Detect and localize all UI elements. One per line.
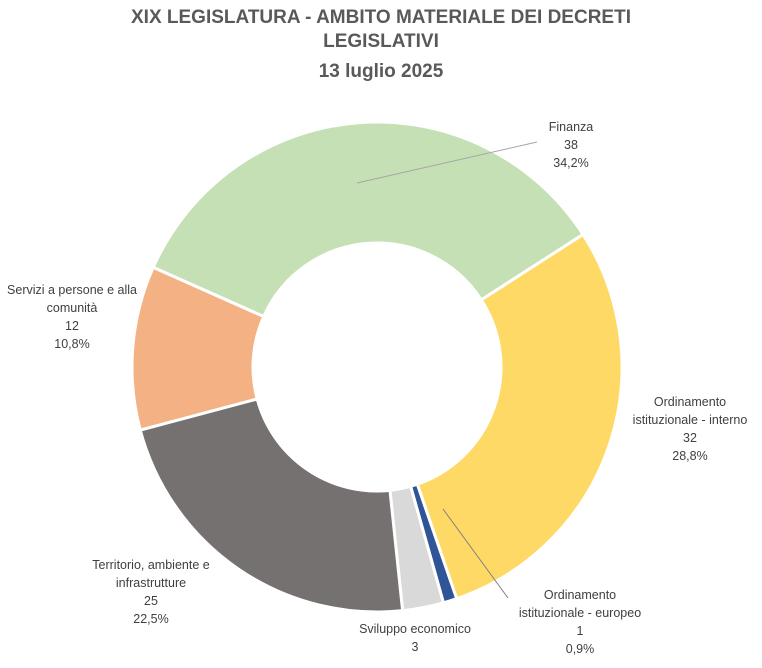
label-servizi: Servizi a persone e alla comunità 12 10,… [0, 281, 144, 353]
leader-line-finanza [356, 141, 538, 184]
leader-line-europeo [442, 508, 509, 599]
label-europeo-value: 1 [576, 624, 584, 638]
label-sviluppo: Sviluppo economico 3 [345, 620, 485, 656]
label-territorio-percent: 22,5% [133, 612, 169, 626]
slice-territorio-ambiente-e-infrastrutture [138, 397, 405, 614]
chart-title-line1: XIX LEGISLATURA - AMBITO MATERIALE DEI D… [131, 7, 631, 28]
label-sviluppo-value: 3 [411, 640, 419, 654]
slice-finanza [151, 120, 586, 319]
label-finanza-value: 38 [564, 138, 578, 152]
label-servizi-percent: 10,8% [54, 337, 90, 351]
label-europeo-percent: 0,9% [565, 642, 595, 656]
label-europeo-name2: istituzionale - europeo [518, 606, 642, 620]
label-finanza-percent: 34,2% [553, 156, 589, 170]
label-interno: Ordinamento istituzionale - interno 32 2… [615, 393, 762, 465]
label-interno-name1: Ordinamento [653, 395, 727, 409]
label-territorio: Territorio, ambiente e infrastrutture 25… [70, 556, 232, 628]
label-servizi-name1: Servizi a persone e alla [7, 283, 137, 297]
slice-servizi-a-persone-e-alla-comunit [130, 265, 266, 432]
label-servizi-name2: comunità [46, 301, 98, 315]
label-servizi-value: 12 [65, 319, 79, 333]
label-interno-percent: 28,8% [672, 449, 708, 463]
slice-ordinamento-istituzionale-interno [415, 232, 624, 601]
donut-slices [130, 120, 624, 614]
label-finanza: Finanza 38 34,2% [535, 118, 607, 172]
label-territorio-name1: Territorio, ambiente e [92, 558, 210, 572]
label-sviluppo-name: Sviluppo economico [359, 622, 471, 636]
chart-title: XIX LEGISLATURA - AMBITO MATERIALE DEI D… [0, 6, 762, 54]
label-interno-value: 32 [683, 431, 697, 445]
chart-subtitle: 13 luglio 2025 [318, 61, 444, 82]
label-europeo-name1: Ordinamento [543, 588, 617, 602]
label-interno-name2: istituzionale - interno [632, 413, 748, 427]
label-territorio-value: 25 [144, 594, 158, 608]
label-finanza-name: Finanza [548, 120, 594, 134]
chart-title-line2: LEGISLATIVI [323, 31, 439, 52]
label-europeo: Ordinamento istituzionale - europeo 1 0,… [500, 586, 660, 658]
label-territorio-name2: infrastrutture [115, 576, 187, 590]
